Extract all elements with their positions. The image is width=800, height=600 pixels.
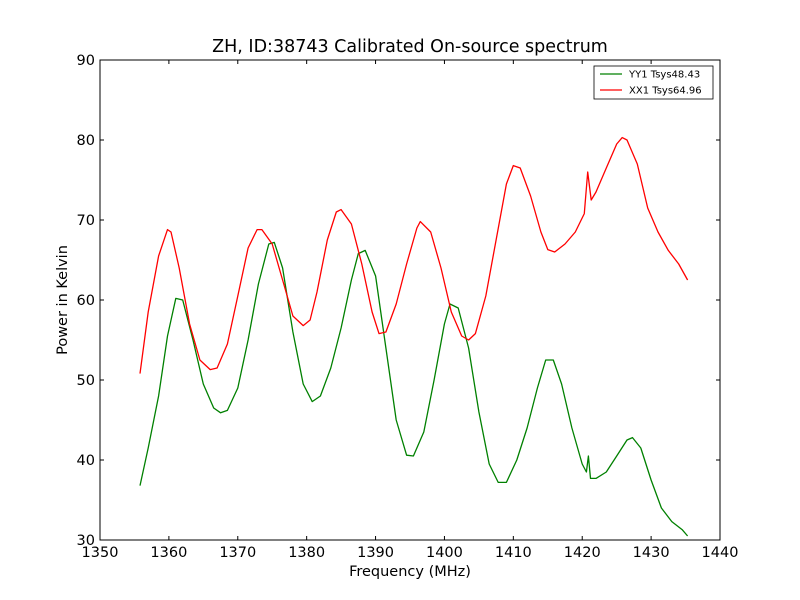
x-tick-label: 1360: [150, 545, 187, 561]
x-tick-label: 1370: [219, 545, 256, 561]
x-axis-ticks: 1350 1360 1370 1380 1390 1400 1410 1420 1430 1440: [82, 60, 739, 561]
legend: YY1 Tsys48.43 XX1 Tsys64.96: [593, 65, 714, 100]
plot-frame: [99, 59, 721, 541]
x-axis-label: Frequency (MHz): [349, 564, 471, 580]
x-tick-label: 1400: [426, 545, 463, 561]
y-tick-label: 70: [77, 213, 95, 229]
x-tick-label: 1430: [633, 545, 670, 561]
legend-label-yy1: YY1 Tsys48.43: [628, 70, 700, 81]
chart-title: ZH, ID:38743 Calibrated On-source spectr…: [212, 37, 608, 57]
x-tick-label: 1420: [564, 545, 601, 561]
y-tick-label: 30: [77, 533, 95, 549]
x-tick-label: 1410: [495, 545, 532, 561]
y-tick-label: 90: [77, 53, 95, 69]
y-axis-label: Power in Kelvin: [55, 245, 71, 355]
series-layer: [139, 136, 689, 537]
x-tick-label: 1390: [357, 545, 394, 561]
series-line-xx1: [139, 136, 689, 374]
y-tick-label: 80: [77, 133, 95, 149]
x-tick-label: 1350: [82, 545, 119, 561]
y-tick-label: 50: [77, 373, 95, 389]
x-tick-label: 1440: [702, 545, 739, 561]
plot-area: 1350 1360 1370 1380 1390 1400 1410 1420 1430 1440…: [77, 53, 739, 561]
series-line-yy1: [139, 241, 689, 537]
legend-label-xx1: XX1 Tsys64.96: [629, 86, 702, 97]
y-axis-ticks: 30 40 50 60 70 80 90: [77, 53, 720, 549]
y-tick-label: 40: [77, 453, 95, 469]
y-tick-label: 60: [77, 293, 95, 309]
legend-box: [593, 65, 714, 100]
x-tick-label: 1380: [288, 545, 325, 561]
